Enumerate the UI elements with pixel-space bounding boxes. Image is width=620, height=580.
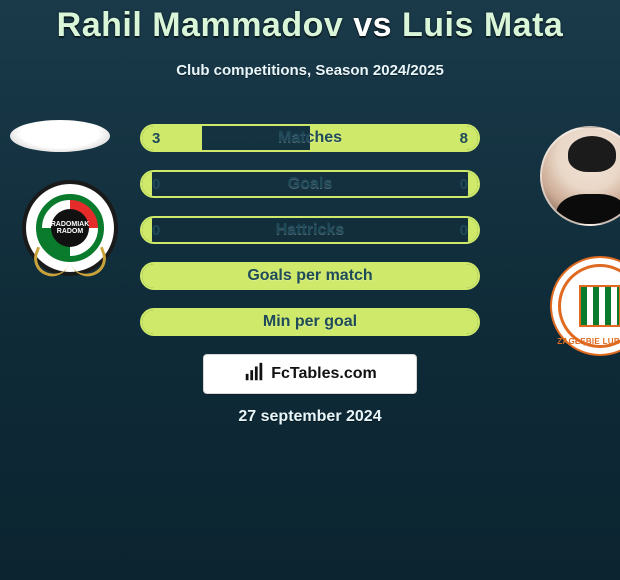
fctables-label: FcTables.com (271, 365, 377, 383)
fctables-badge: FcTables.com (203, 354, 417, 394)
stat-bar-matches: Matches3 8 (140, 124, 480, 152)
stats-bars: Matches38Goals00Hattricks00Goals per mat… (140, 124, 480, 354)
stat-value-right: 0 (450, 218, 478, 242)
stat-value-left: 3 (142, 126, 170, 150)
stat-bar-goals: Goals0 0 (140, 170, 480, 198)
stat-bar-min_per_goal: Min per goal (140, 308, 480, 336)
subtitle: Club competitions, Season 2024/2025 (0, 62, 620, 79)
title-vs: vs (353, 6, 392, 44)
stat-bar-goals_per_match: Goals per match (140, 262, 480, 290)
player2-avatar (540, 126, 620, 226)
title-player1: Rahil Mammadov (57, 6, 344, 44)
stat-value-left: 0 (142, 218, 170, 242)
stat-label: Goals per match (142, 264, 478, 288)
stat-value-left: 0 (142, 172, 170, 196)
stat-value-right: 8 (450, 126, 478, 150)
stat-bar-hattricks: Hattricks0 0 (140, 216, 480, 244)
stat-label: Hattricks (142, 218, 478, 242)
comparison-card: Rahil Mammadov vs Luis Mata Club competi… (0, 0, 620, 580)
player2-club-label: ZAGŁĘBIE LUBIN SA (552, 337, 620, 346)
snapshot-date: 27 september 2024 (0, 408, 620, 426)
bar-chart-icon (243, 361, 265, 388)
page-title: Rahil Mammadov vs Luis Mata (0, 6, 620, 45)
stat-label: Min per goal (142, 310, 478, 334)
stat-label: Matches (142, 126, 478, 150)
title-player2: Luis Mata (402, 6, 563, 44)
player1-club-crest: RADOMIAK RADOM (22, 180, 118, 276)
player2-club-crest: ZAGŁĘBIE LUBIN SA (550, 256, 620, 356)
stat-value-right: 0 (450, 172, 478, 196)
stat-label: Goals (142, 172, 478, 196)
player1-club-label: RADOMIAK RADOM (51, 209, 89, 247)
player1-avatar (10, 120, 110, 152)
